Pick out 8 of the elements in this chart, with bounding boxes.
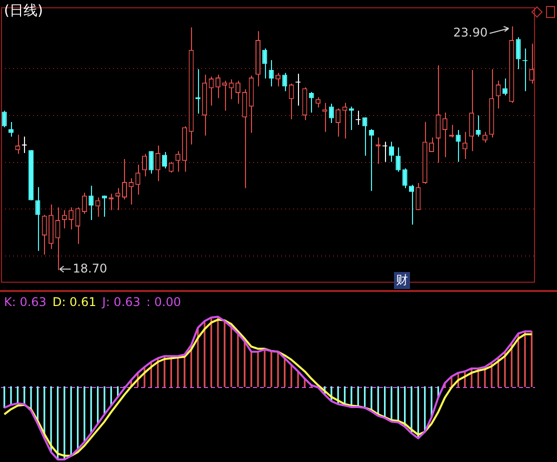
annotation: 18.70 xyxy=(72,261,108,276)
chart-title: (日线) xyxy=(4,2,43,20)
text: K: 0.63 xyxy=(4,295,46,309)
annotation: 23.90 xyxy=(453,26,488,40)
text: D: 0.61 xyxy=(52,295,96,309)
annotation: 财 xyxy=(394,272,410,289)
text: J: 0.63 xyxy=(102,295,140,309)
text: : 0.00 xyxy=(146,295,181,309)
